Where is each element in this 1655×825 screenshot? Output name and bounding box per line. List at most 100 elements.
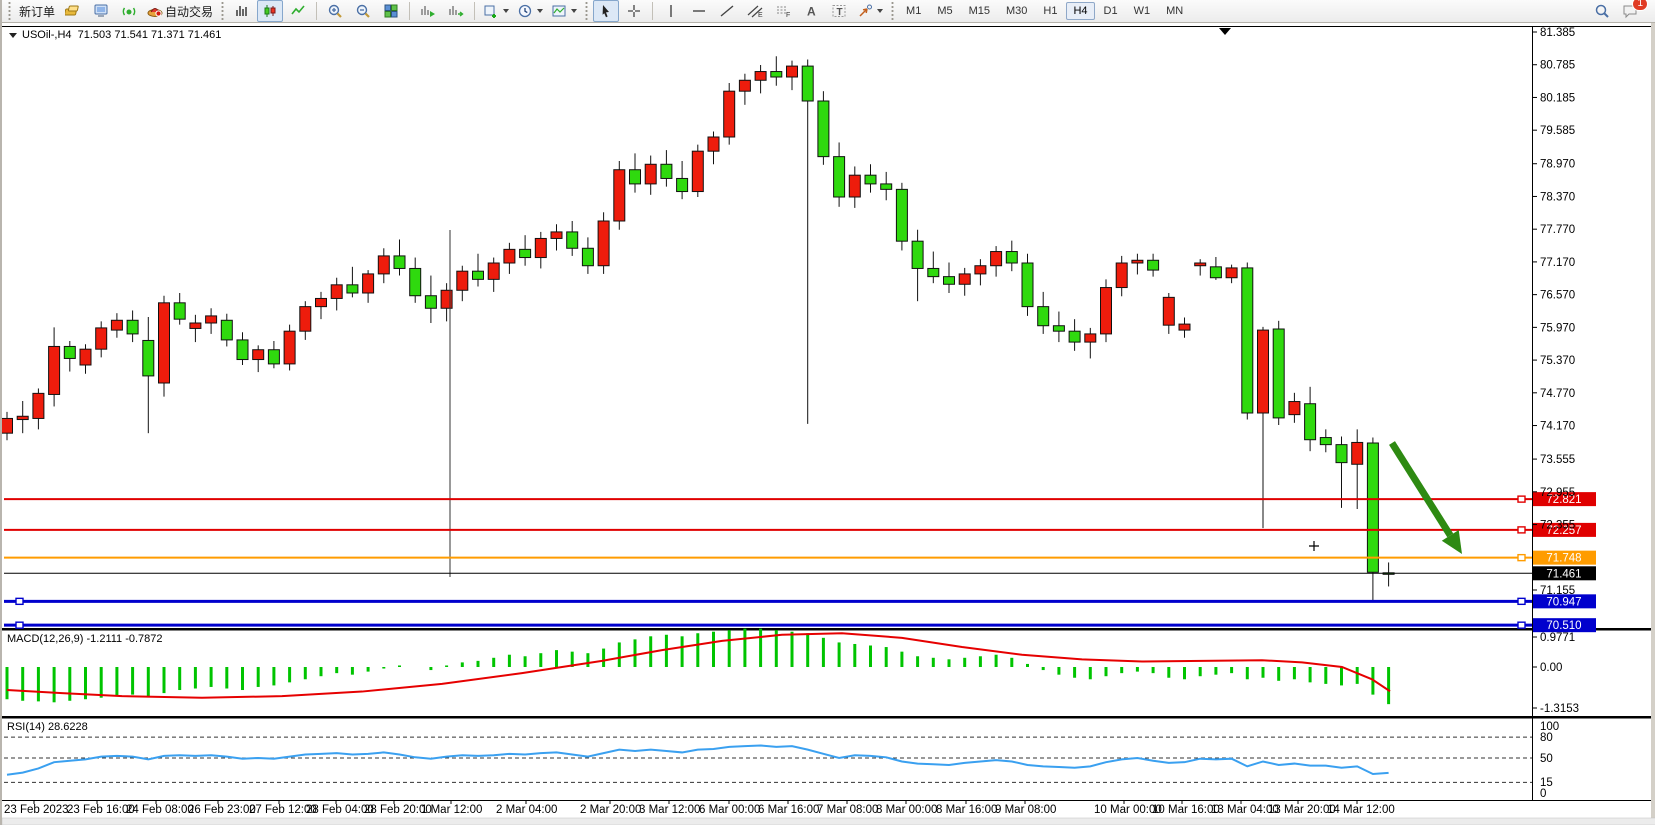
price-tick-label: 77.770 xyxy=(1540,224,1575,236)
hline-handle-left[interactable] xyxy=(15,621,24,629)
candles-icon xyxy=(264,5,276,17)
chart-dropdown-icon[interactable] xyxy=(9,33,17,38)
autotrade-button[interactable]: 自动交易 xyxy=(144,0,216,22)
add-indicator-button[interactable] xyxy=(480,0,512,22)
hline-handle-right[interactable] xyxy=(1517,495,1526,503)
svg-text:T: T xyxy=(837,7,843,18)
new-order-button[interactable]: 新订单 xyxy=(16,0,58,22)
addind-icon xyxy=(484,5,497,18)
price-tick-label: 76.570 xyxy=(1540,290,1575,302)
trendline-tool-button[interactable] xyxy=(714,0,740,22)
hline-handle-right[interactable] xyxy=(1517,553,1526,562)
price-tick-label: 77.170 xyxy=(1540,257,1575,269)
price-label-72.821: 72.821 xyxy=(1546,494,1581,506)
time-tick-label: 2 Mar 20:00 xyxy=(580,804,641,816)
chevron-down-icon xyxy=(877,9,884,13)
time-tick-label: 7 Mar 08:00 xyxy=(817,804,878,816)
time-tick-label: 2 Mar 04:00 xyxy=(496,804,557,816)
timeframe-m30-button[interactable]: M30 xyxy=(1006,5,1028,17)
crosshair-button[interactable] xyxy=(621,0,647,22)
timeframe-h1-button[interactable]: H1 xyxy=(1043,5,1058,17)
candle-chart-button[interactable] xyxy=(257,0,284,22)
macd-panel-separator[interactable] xyxy=(2,628,1651,631)
rsi-line xyxy=(6,744,1389,776)
hline-handle-right[interactable] xyxy=(1517,526,1526,534)
candle-up xyxy=(1115,262,1128,289)
zoom-in-button[interactable] xyxy=(322,0,348,22)
terminal-icon xyxy=(94,4,108,17)
time-tick-label: 1 Mar 12:00 xyxy=(421,804,482,816)
candle-down xyxy=(911,240,924,269)
gold-icon xyxy=(65,5,79,16)
hline-handle-right[interactable] xyxy=(1517,597,1526,606)
tile-windows-button[interactable] xyxy=(378,0,404,22)
chart-shift-button[interactable] xyxy=(443,0,469,22)
candle-up xyxy=(79,348,92,366)
candle-down xyxy=(236,339,249,361)
shapes-tool-button[interactable] xyxy=(854,0,886,22)
auto-scroll-button[interactable] xyxy=(415,0,441,22)
hline-tool-button[interactable] xyxy=(686,0,712,22)
time-tick-label: 10 Mar 16:00 xyxy=(1152,804,1220,816)
toolbar-drag-handle xyxy=(890,2,896,20)
vline-tool-button[interactable] xyxy=(658,0,684,22)
timeframe-h4-button[interactable]: H4 xyxy=(1066,2,1095,20)
cursor-icon xyxy=(602,5,610,18)
price-tick-label: 79.585 xyxy=(1540,125,1575,137)
fibonacci-tool-button[interactable]: F xyxy=(770,0,796,22)
crosshair-icon xyxy=(628,5,641,17)
timeframe-w1-button[interactable]: W1 xyxy=(1133,5,1151,17)
zoom-out-button[interactable] xyxy=(350,0,376,22)
hline-handle-right[interactable] xyxy=(1517,621,1526,629)
timeframe-d1-button[interactable]: D1 xyxy=(1103,5,1118,17)
timeframe-m5-button[interactable]: M5 xyxy=(937,5,953,17)
price-label-70.510: 70.510 xyxy=(1546,620,1581,632)
candle-up xyxy=(330,284,343,299)
candle-down xyxy=(126,319,139,335)
candle-down xyxy=(1304,403,1317,441)
cursor-button[interactable] xyxy=(593,0,620,22)
price-tick-label: 81.385 xyxy=(1540,27,1575,39)
timeframe-mn-button[interactable]: MN xyxy=(1166,5,1184,17)
price-label-box xyxy=(1533,566,1596,581)
terminal-button[interactable] xyxy=(88,0,114,22)
candle-down xyxy=(63,345,76,359)
price-label-71.461: 71.461 xyxy=(1546,568,1581,580)
arrow-head-icon[interactable] xyxy=(1441,530,1462,554)
price-tick-label: 74.170 xyxy=(1540,421,1575,433)
candle-down xyxy=(1005,251,1018,264)
chart-title: USOil-,H4 71.503 71.541 71.371 71.461 xyxy=(9,29,221,41)
chart-shift-marker[interactable] xyxy=(1219,28,1231,35)
signal-button[interactable] xyxy=(116,0,142,22)
chartplay-icon xyxy=(421,6,436,17)
candle-up xyxy=(707,136,720,152)
rsi-panel-separator[interactable] xyxy=(2,716,1651,719)
time-tick-label: 9 Mar 08:00 xyxy=(995,804,1056,816)
label-tool-button[interactable]: T xyxy=(826,0,852,22)
template-button[interactable] xyxy=(548,0,580,22)
line-chart-button[interactable] xyxy=(285,0,311,22)
candle-up xyxy=(1257,329,1269,414)
notifications-button[interactable]: 1 xyxy=(1617,0,1648,22)
hline-handle-left[interactable] xyxy=(15,597,24,606)
chart-canvas[interactable]: 72.821 72.257 71.748 71.461 70.947 70.510 81.3… xyxy=(2,23,1655,825)
search-button[interactable] xyxy=(1589,0,1615,22)
candle-up xyxy=(1100,287,1112,335)
candle-down xyxy=(770,71,783,78)
chevron-down-icon xyxy=(503,9,510,13)
text-tool-button[interactable]: A xyxy=(798,0,824,22)
period-button[interactable] xyxy=(514,0,546,22)
candle-up xyxy=(110,319,123,331)
gold-button[interactable] xyxy=(60,0,86,22)
time-tick-label: 6 Mar 00:00 xyxy=(699,804,760,816)
bar-chart-button[interactable] xyxy=(229,0,255,22)
price-label-box xyxy=(1533,522,1596,537)
arrow-line[interactable] xyxy=(1389,441,1454,538)
candle-up xyxy=(550,231,563,239)
bars-icon xyxy=(236,6,247,16)
crosshair-marker xyxy=(1309,541,1319,551)
channel-tool-button[interactable]: E xyxy=(742,0,768,22)
timeframe-m1-button[interactable]: M1 xyxy=(906,5,922,17)
timeframe-m15-button[interactable]: M15 xyxy=(968,5,990,17)
